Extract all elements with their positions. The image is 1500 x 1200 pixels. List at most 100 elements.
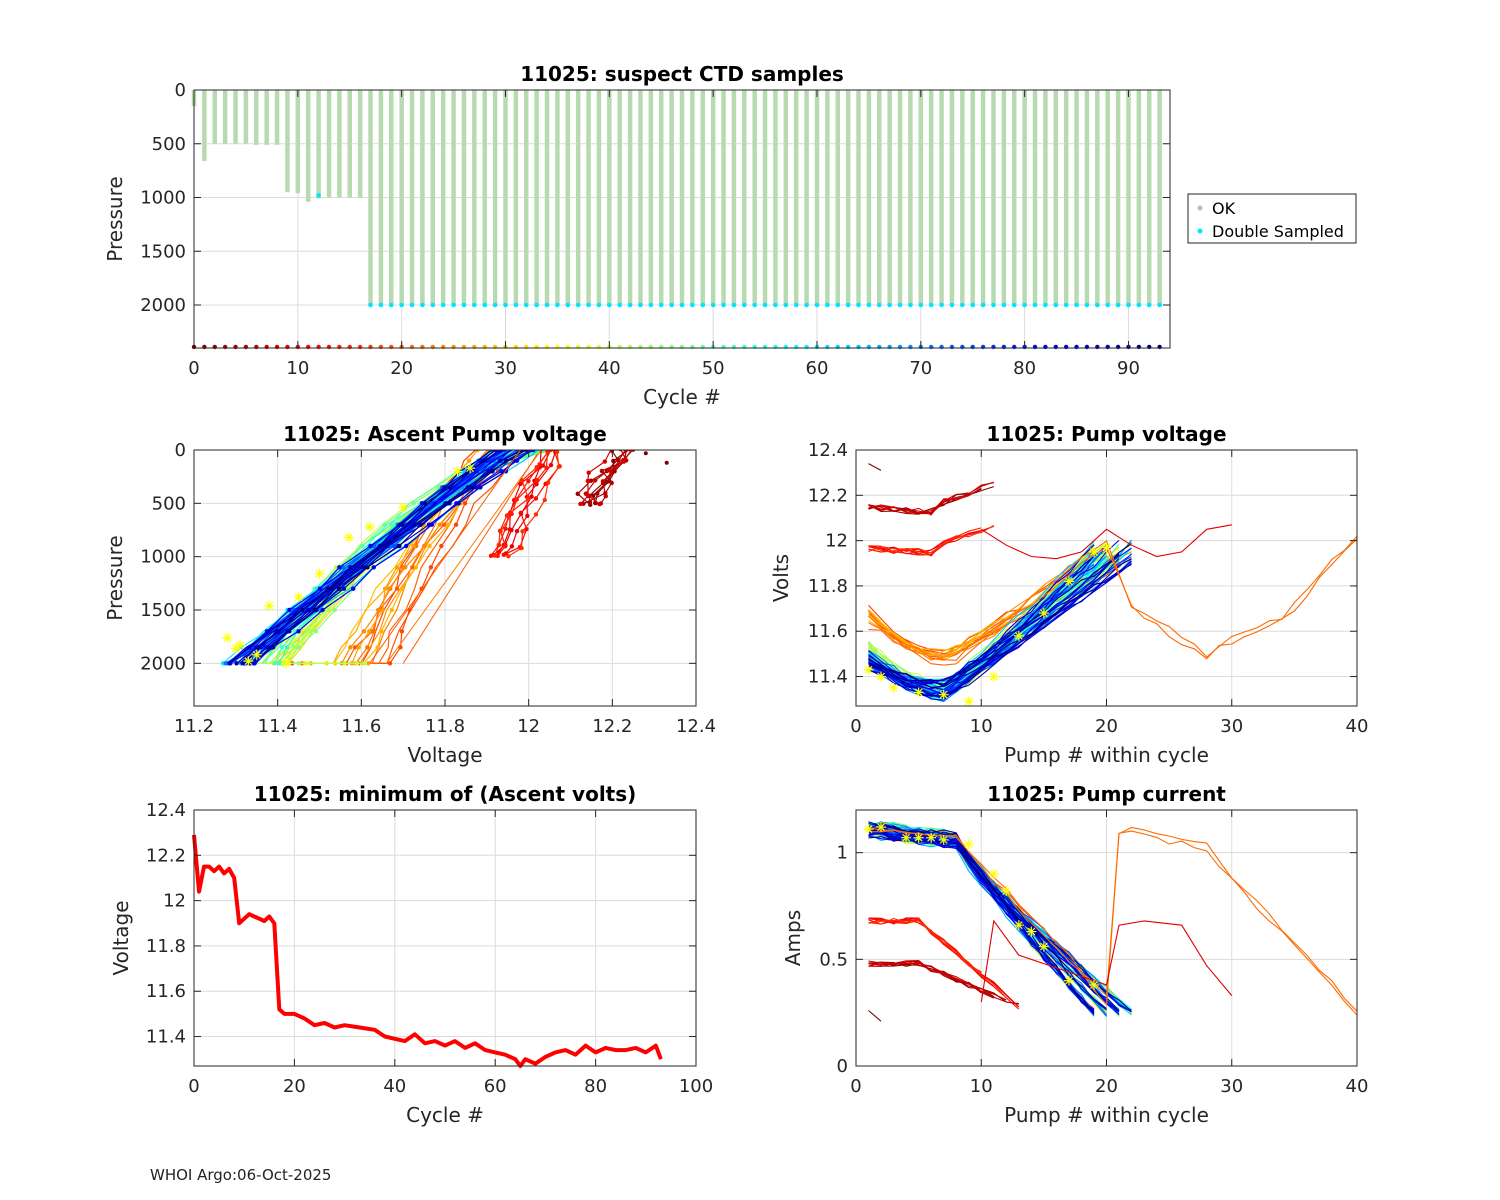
ascent-sample-point xyxy=(371,565,376,570)
pump-voltage-mean-marker xyxy=(863,664,874,675)
ascent-sample-point xyxy=(365,645,370,650)
double-sampled-point xyxy=(586,302,591,308)
double-sampled-point xyxy=(316,193,321,198)
pumpc-data xyxy=(863,820,1357,1022)
minv-ytick-label: 11.8 xyxy=(146,936,186,957)
double-sampled-point xyxy=(991,302,996,308)
minv-title: 11025: minimum of (Ascent volts) xyxy=(254,782,637,806)
double-sampled-point xyxy=(1084,302,1090,308)
double-sampled-point xyxy=(534,302,539,308)
ascent-sample-point xyxy=(379,629,384,634)
double-sampled-point xyxy=(928,302,934,308)
double-sampled-point xyxy=(1095,302,1100,308)
ascent-sample-point xyxy=(403,543,409,549)
min-voltage-line xyxy=(192,834,663,1068)
double-sampled-point xyxy=(773,302,778,308)
pumpc-axes xyxy=(855,810,1358,1067)
ascent-sample-point xyxy=(287,607,292,613)
minv-xtick-label: 80 xyxy=(584,1076,607,1097)
pump-current-mean-marker xyxy=(1038,941,1049,952)
legend-box xyxy=(1187,193,1357,244)
double-sampled-point xyxy=(804,302,809,308)
double-sampled-point xyxy=(627,302,633,308)
double-sampled-point xyxy=(378,302,384,308)
suspect-xtick-label: 20 xyxy=(390,358,413,379)
ascent-xtick-label: 12.4 xyxy=(676,716,716,737)
double-sampled-point xyxy=(513,302,519,308)
ascent-sample-point xyxy=(533,512,539,517)
double-sampled-point xyxy=(762,302,768,308)
ascent-sample-point xyxy=(519,478,525,483)
minv-xtick-label: 20 xyxy=(283,1076,306,1097)
pump-current-mean-marker xyxy=(863,824,874,835)
double-sampled-point xyxy=(617,302,623,308)
ascent-sample-point xyxy=(366,661,371,666)
ascent-sample-point xyxy=(332,607,337,613)
double-sampled-point xyxy=(638,302,643,308)
ascent-sample-point xyxy=(446,522,451,527)
suspect-title: 11025: suspect CTD samples xyxy=(520,62,844,86)
ascent-sample-point xyxy=(308,629,314,634)
pump-voltage-line xyxy=(868,558,1132,689)
ascent-ytick-label: 1000 xyxy=(140,547,186,568)
ascent-ytick-label: 2000 xyxy=(140,653,186,674)
ascent-sample-point xyxy=(518,481,523,487)
ascent-sample-point xyxy=(602,459,608,464)
double-sampled-point xyxy=(409,302,415,308)
minv-ytick-label: 12.2 xyxy=(146,845,186,866)
ascent-sample-point xyxy=(336,586,342,591)
ascent-sample-point xyxy=(399,586,405,591)
pump-current-line xyxy=(868,917,1007,999)
ascent-sample-point xyxy=(478,485,483,490)
ascent-sample-point xyxy=(503,526,508,531)
ascent-sample-point xyxy=(470,485,475,490)
ascent-title: 11025: Ascent Pump voltage xyxy=(283,422,607,446)
ascent-sample-point xyxy=(428,565,434,570)
ascent-mean-marker xyxy=(465,463,476,474)
double-sampled-point xyxy=(908,302,913,308)
double-sampled-point xyxy=(866,302,872,308)
minv-xtick-label: 0 xyxy=(188,1076,199,1097)
double-sampled-point xyxy=(825,302,830,308)
ascent-sample-point xyxy=(504,513,510,518)
ascent-mean-marker xyxy=(235,640,246,651)
ascent-sample-point xyxy=(313,629,319,634)
legend-ok-label: OK xyxy=(1212,199,1236,218)
ascent-sample-point xyxy=(611,458,616,464)
ascent-sample-point xyxy=(519,545,524,551)
ascent-sample-point xyxy=(255,645,260,650)
pumpc-xtick-label: 30 xyxy=(1220,1076,1243,1097)
double-sampled-point xyxy=(399,302,404,308)
minv-plot-area xyxy=(194,810,696,1066)
double-sampled-point xyxy=(856,302,861,308)
double-sampled-point xyxy=(669,302,674,308)
suspect-box xyxy=(193,89,1171,349)
ascent-sample-point xyxy=(341,586,347,591)
double-sampled-point xyxy=(1011,302,1017,308)
ascent-sample-point xyxy=(497,528,503,533)
double-sampled-point xyxy=(970,302,976,308)
double-sampled-point xyxy=(918,302,924,308)
pump-current-mean-marker xyxy=(988,869,999,879)
pumpv-xtick-label: 20 xyxy=(1095,716,1118,737)
ascent-sample-point xyxy=(359,543,364,549)
double-sampled-point xyxy=(835,302,841,308)
pump-current-mean-marker xyxy=(1063,975,1074,986)
double-sampled-point xyxy=(430,302,436,308)
pump-current-line xyxy=(868,960,1019,1005)
pump-current-mean-marker xyxy=(938,834,949,845)
pump-current-mean-marker xyxy=(901,832,912,843)
ascent-sample-point xyxy=(597,501,602,507)
ascent-sample-point xyxy=(545,480,551,485)
ascent-frame: 11.2 11.4 11.6 11.8 12 12.2 12.4 0 500 1000 1500 20… xyxy=(103,422,716,767)
double-sampled-point xyxy=(658,302,664,308)
pump-voltage-line xyxy=(868,556,1095,697)
ascent-sample-point xyxy=(591,493,596,498)
ascent-sample-point xyxy=(368,543,373,549)
pump-voltage-mean-marker xyxy=(888,682,899,693)
ascent-sample-point xyxy=(270,645,276,650)
double-sampled-point xyxy=(492,302,498,308)
minv-data xyxy=(192,834,663,1068)
double-sampled-point xyxy=(1126,302,1131,308)
minv-axes xyxy=(193,809,697,1066)
